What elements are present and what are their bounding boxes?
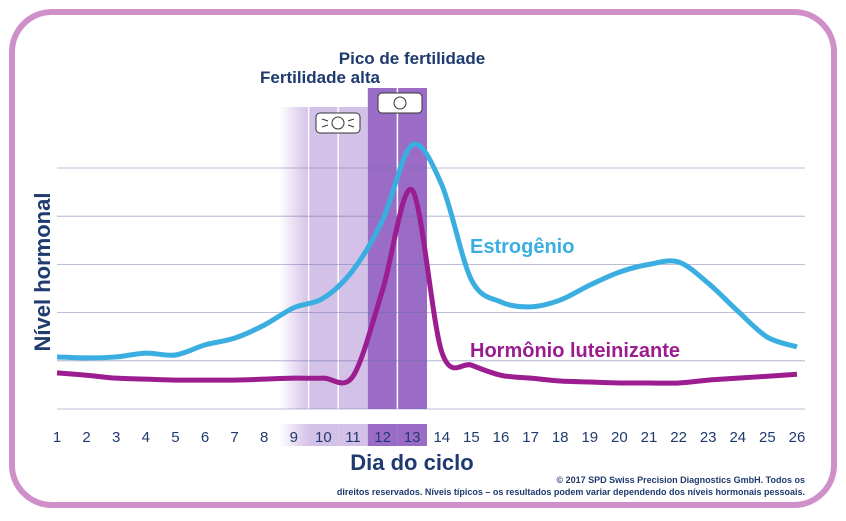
series-line-estrogen bbox=[56, 141, 798, 361]
series-label-estrogen: Estrogênio bbox=[470, 236, 574, 258]
tick-highlight-9 bbox=[279, 424, 309, 446]
x-axis-label: Dia do ciclo bbox=[350, 450, 473, 475]
x-tick-label: 7 bbox=[230, 429, 238, 446]
copyright-line-1: © 2017 SPD Swiss Precision Diagnostics G… bbox=[556, 475, 805, 485]
tick-highlight-13 bbox=[397, 424, 427, 446]
peak-fertility-label: Pico de fertilidade bbox=[339, 49, 485, 68]
high-fertility-label: Fertilidade alta bbox=[260, 68, 381, 87]
x-tick-label: 22 bbox=[670, 429, 687, 446]
x-tick-label: 11 bbox=[345, 429, 361, 446]
x-tick-label: 16 bbox=[493, 429, 510, 446]
smiley-flashing-icon bbox=[315, 112, 361, 134]
band-day-10 bbox=[308, 107, 339, 409]
x-tick-label: 20 bbox=[611, 429, 628, 446]
x-tick-label: 12 bbox=[374, 429, 391, 446]
copyright-line-2: direitos reservados. Níveis típicos – os… bbox=[337, 487, 805, 497]
x-tick-label: 18 bbox=[552, 429, 569, 446]
x-tick-label: 21 bbox=[641, 429, 658, 446]
x-tick-label: 23 bbox=[700, 429, 717, 446]
x-tick-label: 26 bbox=[789, 429, 806, 446]
x-tick-label: 15 bbox=[463, 429, 480, 446]
tick-highlight-10 bbox=[308, 424, 339, 446]
x-tick-label: 13 bbox=[404, 429, 421, 446]
frame bbox=[9, 9, 837, 508]
x-tick-label: 14 bbox=[433, 429, 450, 446]
x-tick-label: 19 bbox=[581, 429, 598, 446]
x-tick-label: 3 bbox=[112, 429, 120, 446]
tick-highlight-11 bbox=[338, 424, 368, 446]
series-label-lh: Hormônio luteinizante bbox=[470, 340, 680, 362]
x-tick-label: 17 bbox=[522, 429, 539, 446]
x-tick-label: 6 bbox=[201, 429, 209, 446]
x-tick-label: 1 bbox=[53, 429, 61, 446]
x-tick-label: 10 bbox=[315, 429, 332, 446]
band-day-9 bbox=[279, 107, 309, 409]
x-tick-label: 9 bbox=[290, 429, 298, 446]
tick-highlight-12 bbox=[367, 424, 398, 446]
x-tick-label: 4 bbox=[142, 429, 150, 446]
series-line-lh bbox=[56, 186, 798, 386]
x-tick-label: 2 bbox=[82, 429, 90, 446]
x-tick-label: 5 bbox=[171, 429, 179, 446]
x-tick-label: 25 bbox=[759, 429, 776, 446]
smiley-static-icon bbox=[377, 92, 423, 114]
y-axis-label: Nível hormonal bbox=[30, 193, 55, 352]
x-tick-label: 8 bbox=[260, 429, 268, 446]
band-day-13 bbox=[397, 88, 427, 409]
x-tick-label: 24 bbox=[729, 429, 746, 446]
